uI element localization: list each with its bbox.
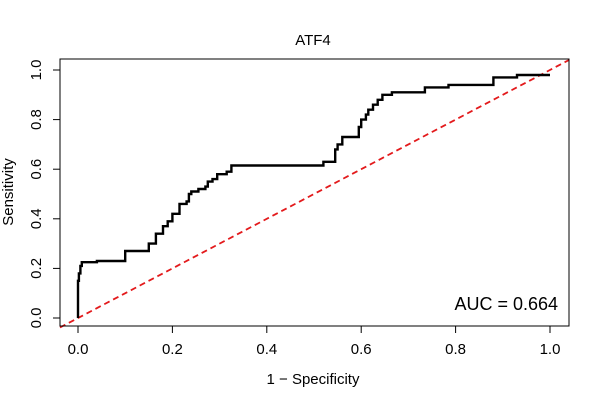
y-tick-label: 0.4 [28,208,45,229]
x-tick-label: 0.4 [256,341,277,358]
x-tick-label: 1.0 [540,341,561,358]
reference-line [59,59,570,329]
x-axis-label: 1 − Specificity [267,371,360,388]
roc-curve [76,73,550,318]
reference-line-layer [59,59,570,329]
x-tick-label: 0.8 [445,341,466,358]
y-axis: 0.0 0.2 0.4 0.6 0.8 1.0 [28,60,61,329]
roc-curve-layer [76,73,550,318]
y-axis-label: Sensitivity [0,158,17,226]
plot-frame [59,58,570,327]
x-tick-label: 0.0 [68,341,89,358]
y-tick-label: 0.2 [28,258,45,279]
x-tick-label: 0.6 [351,341,372,358]
y-tick-label: 1.0 [28,60,45,81]
y-tick-label: 0.6 [28,159,45,180]
y-tick-label: 0.8 [28,109,45,130]
y-tick-label: 0.0 [28,308,45,329]
chart-title: ATF4 [295,32,331,49]
auc-annotation: AUC = 0.664 [454,294,558,314]
x-axis: 0.0 0.2 0.4 0.6 0.8 1.0 [68,325,561,358]
x-tick-label: 0.2 [162,341,183,358]
